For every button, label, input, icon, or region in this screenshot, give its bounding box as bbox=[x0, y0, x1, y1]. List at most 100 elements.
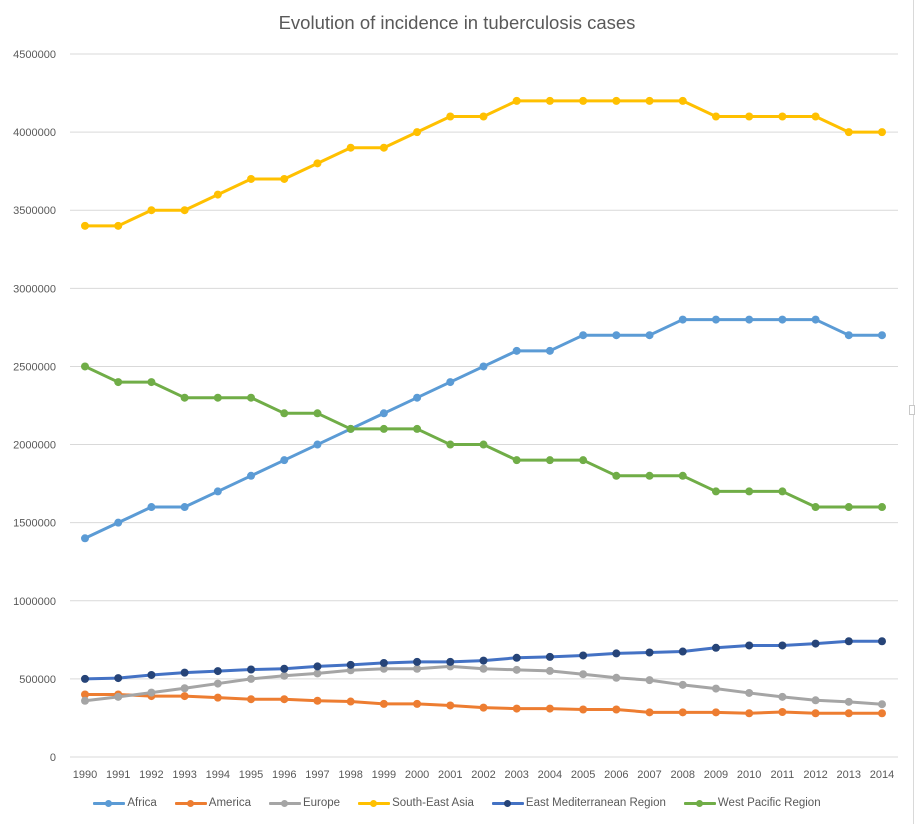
data-point[interactable] bbox=[413, 393, 422, 402]
data-point[interactable] bbox=[545, 704, 554, 713]
series-east-mediterranean-region[interactable] bbox=[81, 637, 886, 683]
legend-item[interactable]: Africa bbox=[93, 797, 157, 809]
data-point[interactable] bbox=[379, 658, 388, 667]
data-point[interactable] bbox=[114, 674, 123, 683]
data-point[interactable] bbox=[413, 657, 422, 666]
data-point[interactable] bbox=[114, 378, 123, 387]
data-point[interactable] bbox=[579, 651, 588, 660]
data-point[interactable] bbox=[81, 674, 89, 683]
data-point[interactable] bbox=[346, 143, 355, 152]
data-point[interactable] bbox=[479, 664, 488, 673]
data-point[interactable] bbox=[147, 378, 156, 387]
data-point[interactable] bbox=[280, 695, 289, 704]
data-point[interactable] bbox=[579, 456, 588, 465]
data-point[interactable] bbox=[545, 346, 554, 355]
data-point[interactable] bbox=[313, 696, 322, 705]
data-point[interactable] bbox=[711, 315, 720, 324]
data-point[interactable] bbox=[612, 96, 621, 105]
data-point[interactable] bbox=[512, 346, 521, 355]
data-point[interactable] bbox=[745, 315, 754, 324]
data-point[interactable] bbox=[512, 704, 521, 713]
data-point[interactable] bbox=[878, 637, 886, 646]
data-point[interactable] bbox=[346, 666, 355, 675]
data-point[interactable] bbox=[711, 708, 720, 717]
data-point[interactable] bbox=[114, 692, 123, 701]
data-point[interactable] bbox=[844, 709, 853, 718]
data-point[interactable] bbox=[479, 703, 488, 712]
data-point[interactable] bbox=[379, 699, 388, 708]
legend-item[interactable]: South-East Asia bbox=[358, 797, 474, 809]
data-point[interactable] bbox=[446, 657, 455, 666]
data-point[interactable] bbox=[645, 96, 654, 105]
data-point[interactable] bbox=[512, 665, 521, 674]
data-point[interactable] bbox=[579, 670, 588, 679]
data-point[interactable] bbox=[678, 471, 687, 480]
data-point[interactable] bbox=[811, 709, 820, 718]
data-point[interactable] bbox=[247, 471, 256, 480]
data-point[interactable] bbox=[346, 424, 355, 433]
data-point[interactable] bbox=[545, 666, 554, 675]
data-point[interactable] bbox=[612, 705, 621, 714]
data-point[interactable] bbox=[413, 664, 422, 673]
data-point[interactable] bbox=[545, 456, 554, 465]
data-point[interactable] bbox=[413, 128, 422, 137]
data-point[interactable] bbox=[147, 206, 156, 215]
data-point[interactable] bbox=[678, 96, 687, 105]
data-point[interactable] bbox=[811, 112, 820, 121]
data-point[interactable] bbox=[379, 409, 388, 418]
series-line[interactable] bbox=[83, 318, 884, 540]
legend-item[interactable]: America bbox=[174, 797, 251, 809]
data-point[interactable] bbox=[711, 487, 720, 496]
data-point[interactable] bbox=[745, 688, 754, 697]
series-america[interactable] bbox=[81, 690, 886, 718]
data-point[interactable] bbox=[579, 705, 588, 714]
data-point[interactable] bbox=[711, 112, 720, 121]
data-point[interactable] bbox=[446, 701, 455, 710]
data-point[interactable] bbox=[180, 668, 189, 677]
data-point[interactable] bbox=[213, 190, 222, 199]
data-point[interactable] bbox=[180, 393, 189, 402]
data-point[interactable] bbox=[579, 96, 588, 105]
data-point[interactable] bbox=[844, 503, 853, 512]
data-point[interactable] bbox=[313, 662, 322, 671]
resize-handle-right[interactable] bbox=[909, 405, 915, 415]
data-point[interactable] bbox=[446, 112, 455, 121]
data-point[interactable] bbox=[678, 315, 687, 324]
data-point[interactable] bbox=[778, 112, 787, 121]
data-point[interactable] bbox=[81, 362, 89, 371]
data-point[interactable] bbox=[811, 315, 820, 324]
data-point[interactable] bbox=[878, 700, 886, 709]
data-point[interactable] bbox=[778, 487, 787, 496]
data-point[interactable] bbox=[844, 128, 853, 137]
data-point[interactable] bbox=[678, 708, 687, 717]
data-point[interactable] bbox=[280, 409, 289, 418]
data-point[interactable] bbox=[247, 674, 256, 683]
series-south-east-asia[interactable] bbox=[81, 96, 886, 230]
data-point[interactable] bbox=[346, 697, 355, 706]
data-point[interactable] bbox=[81, 690, 89, 699]
data-point[interactable] bbox=[446, 378, 455, 387]
data-point[interactable] bbox=[844, 331, 853, 340]
data-point[interactable] bbox=[379, 664, 388, 673]
data-point[interactable] bbox=[844, 697, 853, 706]
data-point[interactable] bbox=[479, 362, 488, 371]
legend-item[interactable]: Europe bbox=[268, 797, 340, 809]
data-point[interactable] bbox=[844, 637, 853, 646]
data-point[interactable] bbox=[180, 206, 189, 215]
data-point[interactable] bbox=[512, 653, 521, 662]
data-point[interactable] bbox=[81, 221, 89, 230]
data-point[interactable] bbox=[811, 696, 820, 705]
data-point[interactable] bbox=[280, 174, 289, 183]
data-point[interactable] bbox=[678, 647, 687, 656]
data-point[interactable] bbox=[745, 641, 754, 650]
data-point[interactable] bbox=[778, 708, 787, 717]
data-point[interactable] bbox=[213, 693, 222, 702]
data-point[interactable] bbox=[247, 665, 256, 674]
data-point[interactable] bbox=[545, 96, 554, 105]
data-point[interactable] bbox=[711, 643, 720, 652]
data-point[interactable] bbox=[313, 669, 322, 678]
data-point[interactable] bbox=[778, 692, 787, 701]
data-point[interactable] bbox=[213, 679, 222, 688]
data-point[interactable] bbox=[313, 409, 322, 418]
